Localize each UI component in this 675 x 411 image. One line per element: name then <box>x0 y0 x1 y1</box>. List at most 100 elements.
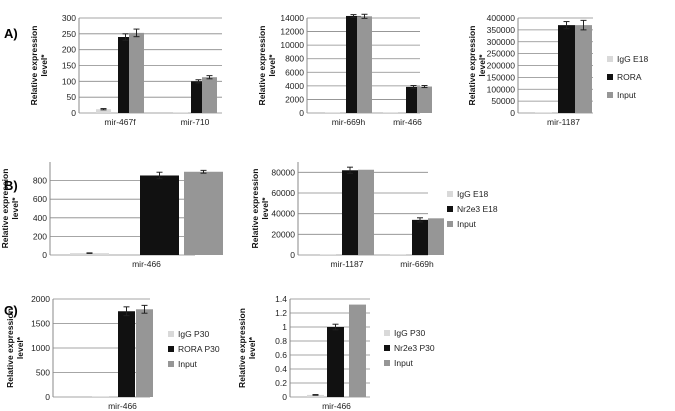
bar-mir-1187-Nr2e3-E18 <box>342 170 358 255</box>
x-tick-label: mir-467f <box>104 117 136 127</box>
y-tick-label: 150000 <box>487 72 516 82</box>
y-tick-label: 300 <box>62 13 76 23</box>
x-tick-label: mir-466 <box>393 117 422 127</box>
bar-mir-466-Nr2e3-E18 <box>140 175 179 255</box>
bar-mir-466-IgG-E18 <box>383 112 398 113</box>
panel-label-A: A) <box>4 26 18 41</box>
y-tick-label: 800 <box>33 176 47 186</box>
legend-swatch <box>384 360 390 366</box>
y-tick-label: 0 <box>510 108 515 118</box>
y-tick-label: 200 <box>62 45 76 55</box>
y-tick-label: 50000 <box>491 96 515 106</box>
legend-entry: Input <box>617 90 637 100</box>
y-tick-label: 250000 <box>487 49 516 59</box>
legend-entry: IgG P30 <box>394 328 425 338</box>
y-axis-label: Relative expression <box>5 308 15 388</box>
y-tick-label: 20000 <box>271 229 295 239</box>
legend-swatch <box>168 361 174 367</box>
bar-mir-466-Input <box>184 171 223 255</box>
y-tick-label: 1.4 <box>275 294 287 304</box>
y-axis-label: level* <box>10 197 20 220</box>
y-tick-label: 14000 <box>280 13 304 23</box>
legend-swatch <box>447 221 453 227</box>
y-tick-label: 6000 <box>285 67 304 77</box>
legend-swatch <box>447 191 453 197</box>
legend-swatch <box>384 330 390 336</box>
y-tick-label: 80000 <box>271 167 295 177</box>
y-tick-label: 0.8 <box>275 336 287 346</box>
bar-mir-466-RORA-P30 <box>118 311 135 397</box>
y-tick-label: 0 <box>290 250 295 260</box>
y-tick-label: 0.2 <box>275 378 287 388</box>
y-tick-label: 1 <box>282 322 287 332</box>
y-tick-label: 600 <box>33 194 47 204</box>
y-tick-label: 100 <box>62 76 76 86</box>
legend-swatch <box>607 92 613 98</box>
legend-swatch <box>168 346 174 352</box>
legend-swatch <box>447 206 453 212</box>
legend-swatch <box>607 74 613 80</box>
x-tick-label: mir-466 <box>108 401 137 411</box>
x-tick-label: mir-669h <box>332 117 366 127</box>
bar-mir-466-Input <box>349 304 366 397</box>
bar-mir-466-IgG-P30 <box>307 394 324 397</box>
x-tick-label: mir-466 <box>322 401 351 411</box>
y-tick-label: 150 <box>62 61 76 71</box>
legend-entry: Input <box>394 358 414 368</box>
y-tick-label: 2000 <box>285 94 304 104</box>
bar-mir-1187-Input <box>575 25 592 113</box>
y-tick-label: 0 <box>42 250 47 260</box>
y-axis-label: level* <box>477 54 487 77</box>
y-axis-label: Relative expression <box>250 169 260 249</box>
y-tick-label: 4000 <box>285 81 304 91</box>
y-tick-label: 1.2 <box>275 308 287 318</box>
y-tick-label: 100000 <box>487 84 516 94</box>
y-axis-label: level* <box>267 54 277 77</box>
legend-entry: RORA P30 <box>178 344 220 354</box>
bar-mir-466-IgG-E18 <box>70 253 109 255</box>
y-tick-label: 60000 <box>271 188 295 198</box>
y-tick-label: 0 <box>71 108 76 118</box>
legend-entry: IgG P30 <box>178 329 209 339</box>
y-axis-label: Relative expression <box>29 26 39 106</box>
y-tick-label: 10000 <box>280 40 304 50</box>
bar-mir-467f-IgG-E18 <box>96 109 111 113</box>
bar-mir-467f-Input <box>129 32 144 114</box>
legend-entry: IgG E18 <box>457 189 488 199</box>
legend-entry: IgG E18 <box>617 54 648 64</box>
y-tick-label: 1000 <box>31 343 50 353</box>
y-tick-label: 500 <box>36 368 50 378</box>
y-axis-label: Relative expression <box>237 308 247 388</box>
bar-mir-466-Nr2e3-P30 <box>327 327 344 397</box>
x-tick-label: mir-466 <box>132 259 161 269</box>
x-tick-label: mir-1187 <box>547 117 580 127</box>
y-axis-label: level* <box>15 336 25 359</box>
y-tick-label: 0 <box>45 392 50 402</box>
bar-mir-710-Input <box>202 77 217 113</box>
legend-entry: Input <box>178 359 198 369</box>
bar-mir-669h-Input <box>357 16 372 113</box>
y-axis-label: level* <box>39 54 49 77</box>
y-tick-label: 350000 <box>487 25 516 35</box>
legend-entry: Nr2e3 P30 <box>394 343 435 353</box>
y-axis-label: Relative expression <box>467 26 477 106</box>
x-tick-label: mir-1187 <box>331 259 364 269</box>
y-axis-label: level* <box>247 336 257 359</box>
bar-mir-669h-Nr2e3-E18 <box>412 219 428 255</box>
bar-mir-1187-RORA <box>558 25 575 113</box>
y-tick-label: 40000 <box>271 209 295 219</box>
y-tick-label: 300000 <box>487 37 516 47</box>
y-tick-label: 250 <box>62 29 76 39</box>
legend-entry: RORA <box>617 72 642 82</box>
legend-swatch <box>168 331 174 337</box>
panel-label-B: B) <box>4 178 18 193</box>
x-tick-label: mir-669h <box>400 259 434 269</box>
y-tick-label: 0 <box>299 108 304 118</box>
y-tick-label: 200 <box>33 231 47 241</box>
y-tick-label: 2000 <box>31 294 50 304</box>
bar-mir-710-IgG-E18 <box>173 112 188 113</box>
bar-mir-1187-IgG-E18 <box>320 254 336 255</box>
bar-mir-466-Input <box>136 309 153 397</box>
y-axis-label: level* <box>260 197 270 220</box>
